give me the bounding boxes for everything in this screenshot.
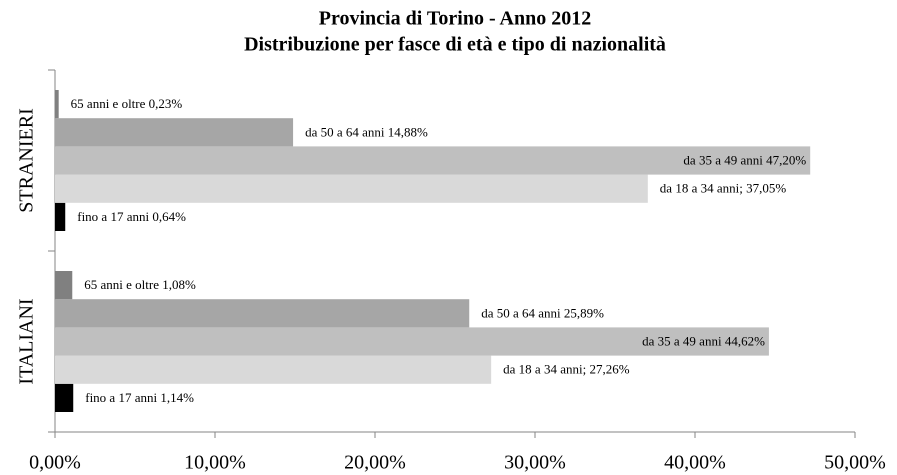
bar bbox=[55, 118, 294, 147]
category-label: ITALIANI bbox=[16, 298, 38, 384]
chart-subtitle: Distribuzione per fasce di età e tipo di… bbox=[244, 34, 666, 56]
value-label: 65 anni e oltre 0,23% bbox=[71, 96, 183, 111]
x-tick-label: 30,00% bbox=[504, 452, 566, 474]
value-label: da 18 a 34 anni; 37,05% bbox=[660, 181, 787, 196]
bar bbox=[55, 146, 811, 175]
value-label: fino a 17 anni 0,64% bbox=[77, 209, 186, 224]
bar bbox=[55, 355, 492, 384]
chart-title: Provincia di Torino - Anno 2012 bbox=[319, 8, 591, 30]
x-tick-label: 20,00% bbox=[344, 452, 406, 474]
bar bbox=[55, 383, 74, 412]
value-label: 65 anni e oltre 1,08% bbox=[84, 277, 196, 292]
bar bbox=[55, 327, 769, 356]
bar bbox=[55, 299, 470, 328]
x-tick-label: 10,00% bbox=[184, 452, 246, 474]
bar bbox=[55, 90, 59, 119]
bar bbox=[55, 174, 648, 203]
x-tick-label: 40,00% bbox=[664, 452, 726, 474]
value-label: da 35 a 49 anni 44,62% bbox=[642, 333, 765, 348]
value-label: da 35 a 49 anni 47,20% bbox=[683, 152, 806, 167]
value-label: da 50 a 64 anni 14,88% bbox=[305, 124, 428, 139]
category-label: STRANIERI bbox=[16, 108, 38, 212]
x-tick-label: 0,00% bbox=[29, 452, 81, 474]
x-tick-label: 50,00% bbox=[824, 452, 886, 474]
value-label: da 18 a 34 anni; 27,26% bbox=[503, 362, 630, 377]
value-label: fino a 17 anni 1,14% bbox=[85, 390, 194, 405]
value-label: da 50 a 64 anni 25,89% bbox=[481, 305, 604, 320]
bar bbox=[55, 271, 73, 300]
bar bbox=[55, 202, 66, 231]
